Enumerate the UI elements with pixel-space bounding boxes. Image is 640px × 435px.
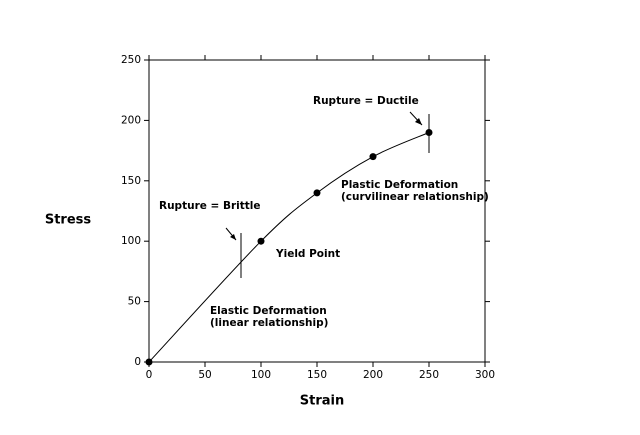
arrow-head: [415, 118, 422, 125]
annotation: (curvilinear relationship): [341, 191, 489, 203]
y-tick-label: 0: [134, 356, 141, 368]
x-tick-label: 200: [363, 369, 383, 381]
curve: [148, 132, 430, 363]
annotation: Rupture = Brittle: [159, 200, 261, 212]
arrow-head: [230, 234, 236, 240]
point: [425, 128, 433, 136]
x-tick-label: 250: [419, 369, 439, 381]
x-axis-label: Strain: [300, 394, 344, 409]
point: [313, 189, 321, 197]
y-tick-label: 50: [128, 296, 141, 308]
y-tick-label: 100: [121, 235, 141, 247]
x-tick-label: 50: [198, 369, 211, 381]
annotation: Rupture = Ductile: [313, 95, 419, 107]
point: [145, 358, 153, 366]
x-tick-label: 300: [475, 369, 495, 381]
x-tick-label: 100: [251, 369, 271, 381]
y-tick-label: 150: [121, 175, 141, 187]
annotation: Elastic Deformation: [210, 305, 327, 317]
point: [257, 237, 265, 245]
y-tick-label: 250: [121, 54, 141, 66]
y-tick-label: 200: [121, 114, 141, 126]
x-tick-label: 150: [307, 369, 327, 381]
annotation: Plastic Deformation: [341, 179, 458, 191]
y-axis-label: Stress: [45, 213, 92, 228]
point: [369, 153, 377, 161]
x-tick-label: 0: [146, 369, 153, 381]
annotation: Yield Point: [275, 248, 340, 260]
annotation: (linear relationship): [210, 317, 328, 329]
